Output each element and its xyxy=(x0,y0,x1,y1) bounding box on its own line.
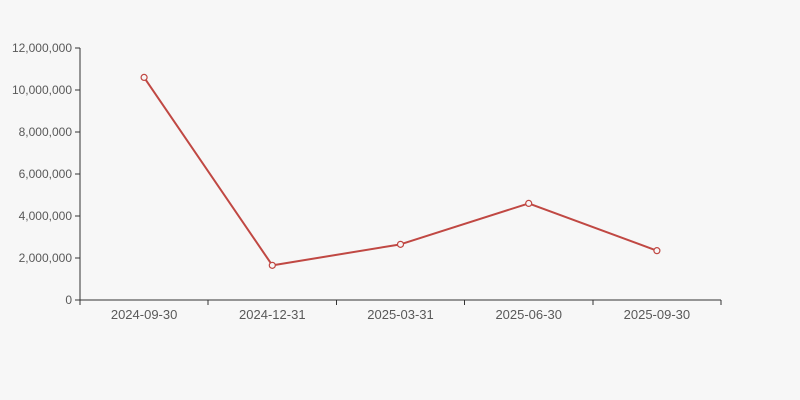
x-tick-label: 2024-12-31 xyxy=(239,307,306,322)
x-tick-label: 2025-03-31 xyxy=(367,307,434,322)
data-point-marker xyxy=(396,240,405,248)
data-point-marker xyxy=(653,247,661,255)
x-tick-label: 2025-09-30 xyxy=(624,307,691,322)
x-tick-label: 2025-06-30 xyxy=(495,307,562,322)
data-point-marker xyxy=(140,73,148,82)
y-tick-label: 12,000,000 xyxy=(12,41,72,55)
data-point-marker xyxy=(525,199,533,207)
y-tick-label: 10,000,000 xyxy=(12,83,72,97)
x-tick-label: 2024-09-30 xyxy=(111,307,178,322)
y-tick-label: 2,000,000 xyxy=(19,251,73,265)
y-tick-label: 0 xyxy=(65,293,72,307)
y-tick-label: 6,000,000 xyxy=(19,167,73,181)
y-tick-label: 8,000,000 xyxy=(19,125,73,139)
series-line xyxy=(143,76,658,267)
data-point-marker xyxy=(268,261,276,269)
y-tick-label: 4,000,000 xyxy=(19,209,73,223)
